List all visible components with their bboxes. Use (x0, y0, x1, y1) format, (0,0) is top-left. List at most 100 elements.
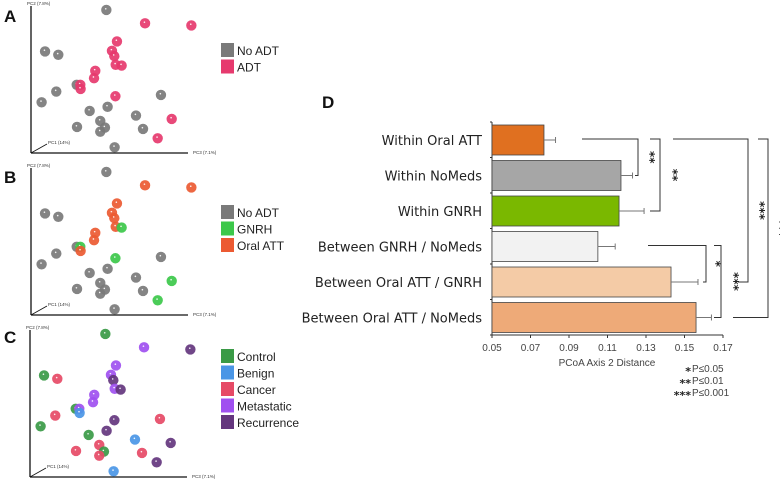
data-point (51, 86, 62, 97)
sig-legend-text: P≤0.001 (692, 388, 730, 399)
x-tick-label: 0.05 (482, 343, 502, 354)
data-point (152, 133, 163, 144)
data-point (166, 275, 177, 287)
data-point (39, 46, 51, 57)
axis-label-pc3: PC3 (7.1%) (193, 312, 217, 317)
data-point (84, 267, 95, 279)
data-point (186, 20, 197, 31)
point-highlight (120, 225, 122, 228)
scatter-panel-c: C PC2 (7.8%) PC1 (14%) PC3 (7.1%) Control Ben… (4, 325, 299, 479)
data-point (101, 4, 112, 16)
significance-stars: ** (666, 169, 680, 182)
point-highlight (112, 469, 114, 471)
z-axis-pc1 (29, 467, 47, 478)
scatter-panel-a: A PC2 (7.8%) PC1 (14%) PC3 (7.1%) No ADT ADT (4, 1, 280, 155)
point-highlight (114, 363, 117, 366)
data-point (151, 457, 162, 468)
point-highlight (170, 116, 172, 119)
data-point (139, 18, 151, 29)
point-highlight (92, 238, 95, 240)
point-highlight (88, 270, 90, 273)
point-highlight (98, 118, 101, 121)
legend-label: ADT (237, 61, 262, 75)
point-highlight (112, 418, 115, 420)
point-highlight (142, 345, 145, 347)
legend-label: Benign (237, 367, 274, 381)
point-highlight (189, 23, 192, 26)
data-point (83, 429, 94, 441)
axis-label-pc3: PC3 (7.1%) (192, 474, 216, 479)
significance-stars: *** (773, 219, 780, 239)
data-point (185, 344, 196, 355)
point-highlight (97, 442, 100, 445)
data-point (166, 113, 177, 125)
category-label: Within NoMeds (385, 170, 483, 185)
point-highlight (55, 376, 58, 379)
point-highlight (91, 400, 94, 402)
significance-bracket (582, 138, 639, 176)
category-label: Between Oral ATT / GNRH (315, 276, 482, 291)
sig-legend-text: P≤0.05 (692, 364, 724, 375)
point-highlight (75, 124, 78, 127)
point-highlight (43, 211, 46, 214)
data-point (101, 166, 112, 178)
point-highlight (110, 210, 113, 213)
data-point (155, 89, 167, 101)
point-highlight (78, 410, 80, 413)
x-tick-label: 0.09 (559, 343, 579, 354)
data-point (35, 421, 46, 432)
legend-swatch (221, 415, 234, 429)
point-highlight (134, 113, 137, 116)
point-highlight (88, 108, 90, 111)
point-highlight (54, 89, 57, 92)
data-point (138, 342, 150, 353)
data-point (108, 374, 119, 386)
point-highlight (114, 224, 116, 227)
data-point (154, 413, 166, 425)
data-point (136, 447, 148, 459)
data-point (88, 234, 100, 246)
data-point (130, 110, 142, 121)
panel-letter: B (4, 168, 16, 187)
panel-letter: C (4, 328, 16, 347)
data-point (110, 253, 121, 264)
point-highlight (169, 440, 171, 443)
data-point (94, 450, 105, 461)
bar (491, 302, 697, 333)
legend-swatch (221, 205, 234, 219)
point-highlight (79, 86, 81, 89)
bar (491, 160, 622, 191)
x-tick-label: 0.15 (675, 343, 695, 354)
point-highlight (79, 248, 81, 251)
data-point (109, 415, 120, 426)
point-highlight (103, 331, 106, 334)
axis-label-pc2: PC2 (7.8%) (27, 163, 51, 168)
legend-swatch (221, 238, 234, 252)
point-highlight (156, 136, 158, 138)
data-point (116, 222, 127, 233)
axis-label-pc2: PC2 (7.8%) (27, 1, 51, 6)
data-point (36, 97, 47, 108)
bar (491, 231, 599, 262)
data-point (51, 248, 62, 259)
legend-label: Oral ATT (237, 239, 285, 253)
point-highlight (54, 251, 57, 254)
point-highlight (92, 76, 95, 78)
x-tick-label: 0.07 (521, 343, 541, 354)
point-highlight (113, 307, 115, 309)
point-highlight (111, 378, 114, 380)
point-highlight (106, 104, 108, 107)
axis-label-pc3: PC3 (7.1%) (193, 150, 217, 155)
legend-swatch (221, 221, 234, 236)
data-point (50, 410, 61, 421)
data-point (139, 180, 151, 191)
legend-label: No ADT (237, 44, 280, 58)
data-point (71, 283, 83, 295)
legend-label: Control (237, 350, 276, 364)
point-highlight (170, 278, 172, 281)
point-highlight (159, 92, 162, 95)
point-highlight (141, 126, 144, 129)
point-highlight (114, 62, 116, 65)
data-point (110, 360, 122, 371)
